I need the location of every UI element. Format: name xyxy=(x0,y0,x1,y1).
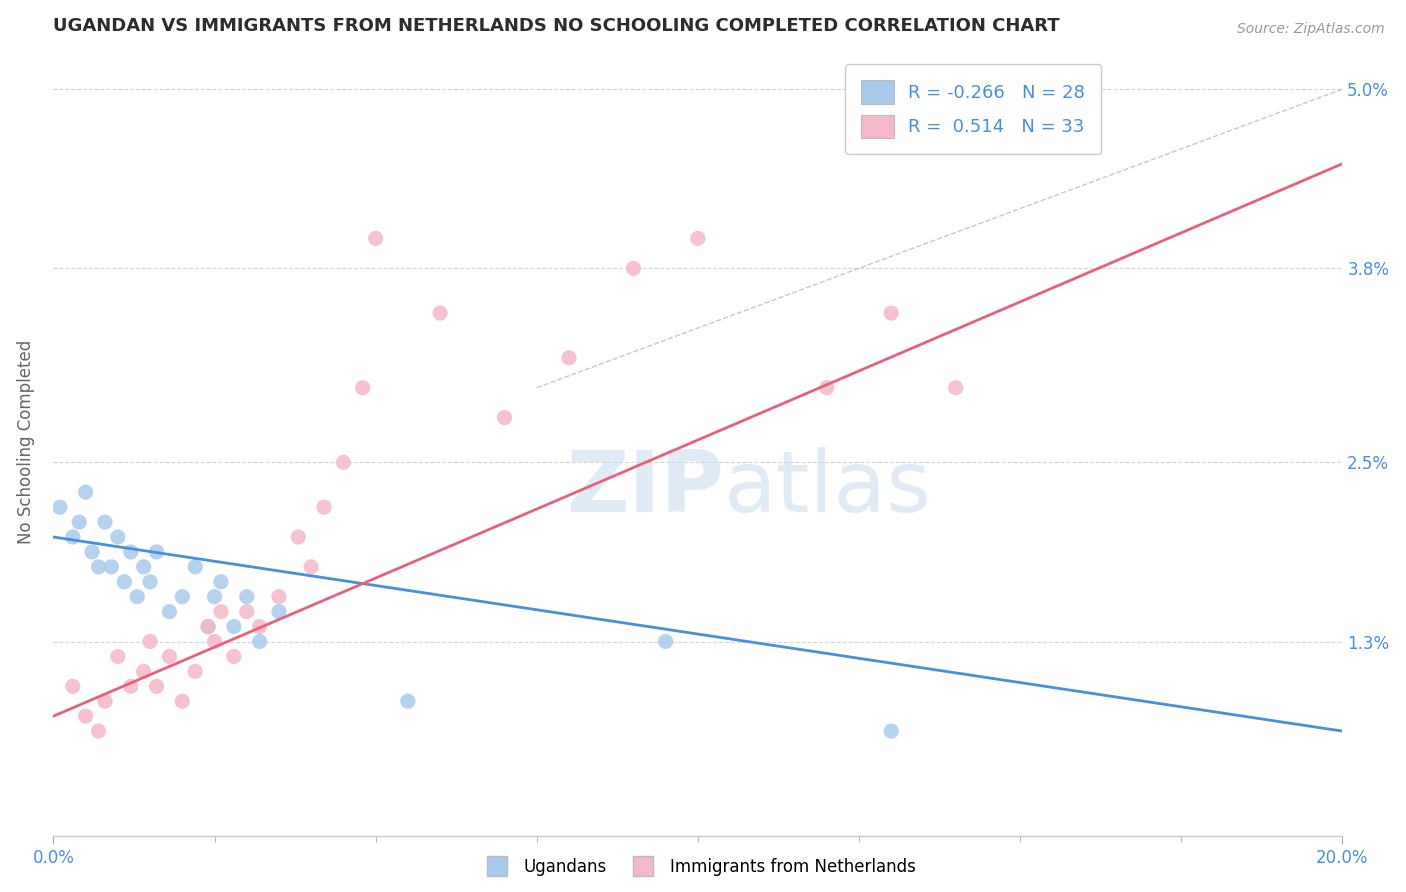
Point xyxy=(112,574,135,589)
Point xyxy=(222,619,245,633)
Point xyxy=(209,605,232,619)
Point xyxy=(880,306,903,320)
Point xyxy=(494,410,516,425)
Point xyxy=(332,455,354,469)
Point xyxy=(184,559,207,574)
Point xyxy=(75,485,97,500)
Point xyxy=(67,515,90,529)
Point xyxy=(880,724,903,739)
Point xyxy=(815,381,838,395)
Point xyxy=(94,694,117,708)
Point xyxy=(145,545,167,559)
Point xyxy=(94,515,117,529)
Point xyxy=(139,634,162,648)
Point xyxy=(139,574,162,589)
Point xyxy=(204,590,226,604)
Point xyxy=(157,605,180,619)
Point xyxy=(352,381,374,395)
Point xyxy=(558,351,581,365)
Point xyxy=(249,634,271,648)
Point xyxy=(945,381,967,395)
Point xyxy=(49,500,72,515)
Point xyxy=(686,231,709,245)
Point xyxy=(120,679,142,693)
Point xyxy=(172,694,194,708)
Point xyxy=(209,574,232,589)
Point xyxy=(132,559,155,574)
Point xyxy=(197,619,219,633)
Legend: Ugandans, Immigrants from Netherlands: Ugandans, Immigrants from Netherlands xyxy=(474,851,922,882)
Point xyxy=(75,709,97,723)
Y-axis label: No Schooling Completed: No Schooling Completed xyxy=(17,339,35,543)
Point xyxy=(314,500,336,515)
Point xyxy=(157,649,180,664)
Point xyxy=(100,559,122,574)
Point xyxy=(184,665,207,679)
Point xyxy=(87,724,110,739)
Text: atlas: atlas xyxy=(724,447,932,530)
Point xyxy=(654,634,676,648)
Point xyxy=(236,590,259,604)
Point xyxy=(204,634,226,648)
Point xyxy=(107,530,129,544)
Point xyxy=(120,545,142,559)
Point xyxy=(236,605,259,619)
Point xyxy=(287,530,309,544)
Point xyxy=(62,679,84,693)
Point xyxy=(80,545,103,559)
Point xyxy=(222,649,245,664)
Point xyxy=(623,261,645,276)
Point xyxy=(429,306,451,320)
Point xyxy=(267,605,290,619)
Text: ZIP: ZIP xyxy=(565,447,724,530)
Point xyxy=(127,590,149,604)
Point xyxy=(364,231,387,245)
Point xyxy=(145,679,167,693)
Point xyxy=(267,590,290,604)
Point xyxy=(87,559,110,574)
Point xyxy=(132,665,155,679)
Point xyxy=(62,530,84,544)
Text: Source: ZipAtlas.com: Source: ZipAtlas.com xyxy=(1237,22,1385,37)
Point xyxy=(249,619,271,633)
Point xyxy=(172,590,194,604)
Point xyxy=(299,559,322,574)
Text: UGANDAN VS IMMIGRANTS FROM NETHERLANDS NO SCHOOLING COMPLETED CORRELATION CHART: UGANDAN VS IMMIGRANTS FROM NETHERLANDS N… xyxy=(53,17,1060,35)
Point xyxy=(107,649,129,664)
Point xyxy=(197,619,219,633)
Point xyxy=(396,694,419,708)
